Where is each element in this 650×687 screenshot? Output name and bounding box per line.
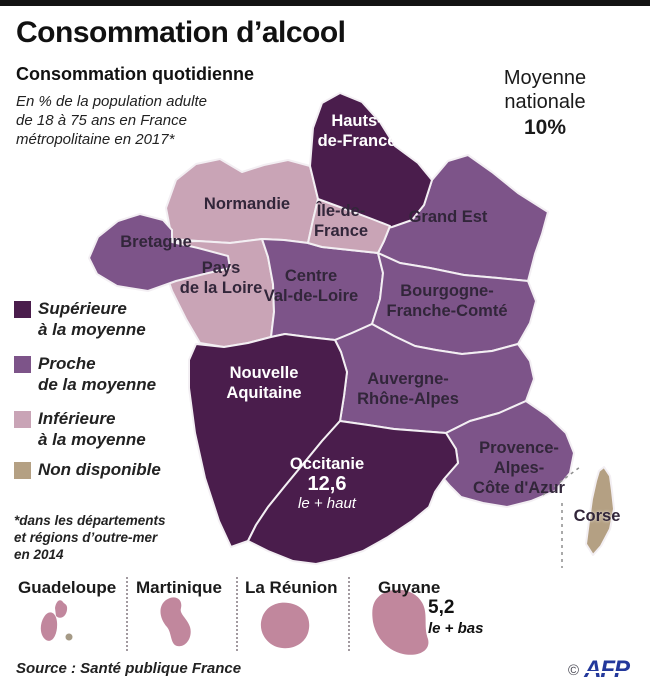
territory-shape-la-reunion xyxy=(260,602,310,649)
map-label-occitanie: Occitanie 12,6 le + haut xyxy=(289,455,365,512)
territory-label-guyane: Guyane xyxy=(378,578,441,597)
afp-wordmark: AFP xyxy=(584,656,630,683)
copyright-icon: © xyxy=(568,661,580,679)
map-label-auvergne-rhone-alpes: Auvergne- Rhône-Alpes xyxy=(357,370,459,408)
chart-subtitle: Consommation quotidienne xyxy=(16,64,254,84)
legend-item-inferieure: Inférieure à la moyenne xyxy=(14,408,146,450)
afp-logo: © AFP xyxy=(568,656,630,684)
territory-shape-guadeloupe xyxy=(40,612,58,641)
corse-separator-line xyxy=(542,466,581,496)
guyane-value-note: le + bas xyxy=(428,620,484,637)
territory-divider xyxy=(126,577,128,651)
legend-swatch-proche xyxy=(14,356,31,373)
territory-label-la-reunion: La Réunion xyxy=(245,578,338,597)
territory-divider xyxy=(236,577,238,651)
chart-description: En % de la population adulte de 18 à 75 … xyxy=(16,92,207,149)
description-line: de 18 à 75 ans en France xyxy=(16,112,187,129)
map-label-normandie: Normandie xyxy=(203,195,291,213)
territory-shape-guadeloupe-islet xyxy=(65,633,73,641)
guyane-value: 5,2 xyxy=(428,597,455,618)
map-label-centre-val-de-loire: Centre Val-de-Loire xyxy=(263,267,359,305)
map-label-grand-est: Grand Est xyxy=(408,208,488,226)
map-label-bourgogne-franche-comte: Bourgogne- Franche-Comté xyxy=(386,282,508,320)
guyane-value-callout: 5,2 le + bas xyxy=(428,597,483,639)
source-note: Source : Santé publique France xyxy=(16,660,242,677)
map-label-ile-de-france: Île-de- France xyxy=(313,202,369,240)
national-average: Moyenne nationale 10% xyxy=(478,66,612,140)
occitanie-value: 12,6 xyxy=(307,473,347,495)
legend-swatch-non-disponible xyxy=(14,462,31,479)
page-title: Consommation d’alcool xyxy=(16,16,346,49)
occitanie-value-note: le + haut xyxy=(298,495,356,512)
legend-item-non-disponible: Non disponible xyxy=(14,459,161,480)
national-average-label: nationale xyxy=(504,91,586,113)
legend-swatch-inferieure xyxy=(14,411,31,428)
legend-swatch-superieure xyxy=(14,301,31,318)
legend-item-superieure: Supérieure à la moyenne xyxy=(14,298,146,340)
map-label-bretagne: Bretagne xyxy=(120,233,192,251)
map-label-hauts-de-france: Hauts- de-France xyxy=(317,112,397,150)
territory-shape-martinique xyxy=(160,597,191,647)
territory-shape-guadeloupe xyxy=(55,600,68,618)
legend-item-proche: Proche de la moyenne xyxy=(14,353,156,395)
map-label-nouvelle-aquitaine: Nouvelle Aquitaine xyxy=(226,364,302,402)
territory-shape-guyane xyxy=(372,589,429,655)
description-line: En % de la population adulte xyxy=(16,93,207,110)
national-average-label: Moyenne xyxy=(503,67,587,89)
national-average-value: 10% xyxy=(523,116,567,139)
map-label-pays-de-la-loire: Pays de la Loire xyxy=(179,259,263,297)
description-line: métropolitaine en 2017* xyxy=(16,131,175,148)
region-corse xyxy=(585,466,615,556)
territory-divider xyxy=(348,577,350,651)
map-label-provence-alpes-cote-d-azur: Provence- Alpes- Côte d'Azur xyxy=(473,439,565,497)
territory-label-martinique: Martinique xyxy=(136,578,222,597)
top-bar xyxy=(0,0,650,6)
region-ile-de-france xyxy=(307,198,391,254)
legend-footnote: *dans les départements et régions d’outr… xyxy=(14,513,166,562)
region-bretagne xyxy=(88,213,231,292)
map-label-corse: Corse xyxy=(573,507,621,525)
region-occitanie xyxy=(247,420,459,565)
territory-label-guadeloupe: Guadeloupe xyxy=(18,578,117,597)
